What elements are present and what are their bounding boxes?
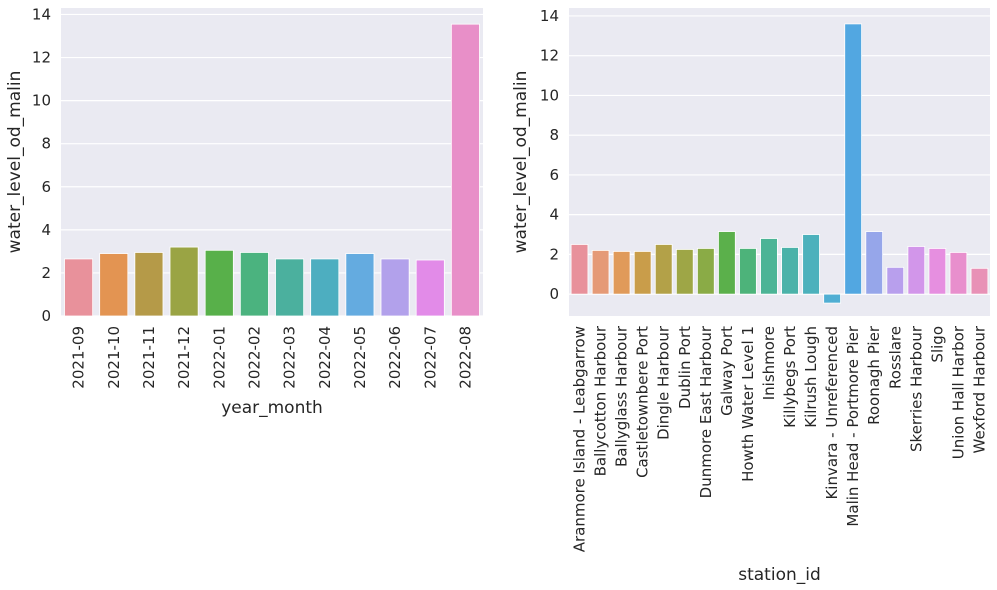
- bar-2021-12: [169, 246, 199, 317]
- y-tick-label: 6: [549, 166, 559, 184]
- bar-castletownbere-port: [633, 251, 652, 295]
- bar-2022-05: [345, 253, 375, 317]
- y-tick-label: 10: [540, 86, 559, 104]
- bar-2022-06: [380, 258, 410, 317]
- x-tick-label: Wexford Harbour: [970, 325, 988, 453]
- y-axis-label: water_level_od_malin: [511, 71, 531, 254]
- x-tick-label: Rosslare: [886, 326, 904, 389]
- bar-malin-head-portmore-pier: [844, 23, 862, 295]
- bar-2022-04: [310, 258, 340, 317]
- x-tick-label: Malin Head - Portmore Pier: [844, 325, 862, 526]
- plot-background: [569, 8, 990, 316]
- bar-dingle-harbour: [654, 244, 673, 295]
- y-tick-label: 8: [41, 135, 51, 153]
- x-tick-label: Howth Water Level 1: [739, 326, 757, 482]
- x-tick-label: Sligo: [928, 326, 946, 363]
- bar-2022-08: [450, 23, 480, 317]
- bar-ballyglass-harbour: [612, 251, 631, 295]
- x-tick-label: Killybegs Port: [781, 326, 799, 428]
- y-tick-label: 6: [41, 178, 51, 196]
- x-tick-label: Skerries Harbour: [907, 325, 925, 452]
- x-tick-label: Roonagh Pier: [865, 325, 883, 425]
- bar-kilrush-lough: [802, 234, 820, 295]
- y-tick-label: 10: [32, 92, 51, 110]
- x-tick-label: 2022-03: [281, 326, 299, 389]
- x-tick-label: Ballycotton Harbour: [592, 325, 610, 476]
- y-tick-label: 14: [540, 7, 559, 25]
- bar-2022-02: [239, 252, 269, 317]
- bar-ballycotton-harbour: [591, 250, 610, 295]
- bar-2022-01: [204, 249, 234, 317]
- bar-aranmore-island-leabgarrow: [570, 244, 589, 295]
- x-tick-label: Union Hall Harbor: [949, 325, 967, 459]
- x-tick-label: Dunmore East Harbour: [697, 325, 715, 498]
- y-tick-label: 0: [41, 307, 51, 325]
- x-tick-label: 2021-10: [105, 326, 123, 389]
- x-tick-label: 2022-01: [210, 326, 228, 389]
- x-tick-label: 2022-05: [351, 326, 369, 389]
- bar-inishmore: [760, 238, 778, 295]
- x-tick-label: 2021-11: [140, 326, 158, 389]
- y-tick-label: 14: [32, 5, 51, 23]
- y-tick-label: 2: [549, 245, 559, 263]
- x-tick-label: 2022-07: [421, 326, 439, 389]
- x-tick-label: Kilrush Lough: [802, 326, 820, 428]
- x-axis-label: station_id: [738, 565, 821, 585]
- x-tick-label: Dingle Harbour: [655, 325, 673, 440]
- bar-2022-07: [415, 259, 445, 317]
- bar-dublin-port: [675, 249, 694, 295]
- x-tick-label: Ballyglass Harbour: [613, 325, 631, 467]
- bar-2022-03: [275, 258, 305, 317]
- x-tick-label: 2022-02: [245, 326, 263, 389]
- x-axis-label: year_month: [221, 398, 323, 418]
- y-tick-label: 2: [41, 264, 51, 282]
- x-tick-label: 2022-08: [456, 326, 474, 389]
- bar-wexford-harbour: [970, 267, 989, 295]
- x-tick-label: 2022-06: [386, 326, 404, 389]
- bar-roonagh-pier: [865, 231, 884, 295]
- x-tick-label: Galway Port: [718, 326, 736, 416]
- x-tick-label: 2021-09: [70, 326, 88, 389]
- y-axis-label: water_level_od_malin: [5, 71, 25, 254]
- x-tick-label: Inishmore: [760, 326, 778, 400]
- x-tick-label: Aranmore Island - Leabgarrow: [571, 326, 589, 552]
- bar-skerries-harbour: [907, 246, 926, 295]
- bar-galway-port: [718, 231, 736, 295]
- year-month-chart: 0 2 4 6 8 10 12 14 2021-09 2021-10 2021-11 2021-12 2…: [5, 5, 483, 418]
- y-tick-label: 4: [41, 221, 51, 239]
- y-tick-label: 8: [549, 126, 559, 144]
- bar-2021-10: [99, 253, 129, 317]
- bar-2021-09: [64, 258, 94, 317]
- bar-union-hall-harbor: [949, 252, 968, 295]
- bar-2021-11: [134, 252, 164, 317]
- y-tick-label: 12: [32, 49, 51, 67]
- x-tick-label: 2022-04: [316, 326, 334, 389]
- bar-sligo: [928, 248, 947, 295]
- x-tick-label: 2021-12: [175, 326, 193, 389]
- y-tick-label: 0: [549, 285, 559, 303]
- bar-dunmore-east-harbour: [697, 248, 715, 295]
- bar-killybegs-port: [781, 247, 799, 295]
- plot-background: [61, 8, 483, 316]
- x-tick-label: Dublin Port: [676, 326, 694, 409]
- y-tick-label: 12: [540, 47, 559, 65]
- y-tick-label: 4: [549, 206, 559, 224]
- bar-rosslare: [886, 266, 905, 295]
- bar-howth-water-level-1: [739, 248, 757, 295]
- x-tick-label: Castletownbere Port: [634, 326, 652, 478]
- x-tick-label: Kinvara - Unreferenced: [823, 326, 841, 500]
- bar-kinvara-unreferenced: [823, 293, 841, 304]
